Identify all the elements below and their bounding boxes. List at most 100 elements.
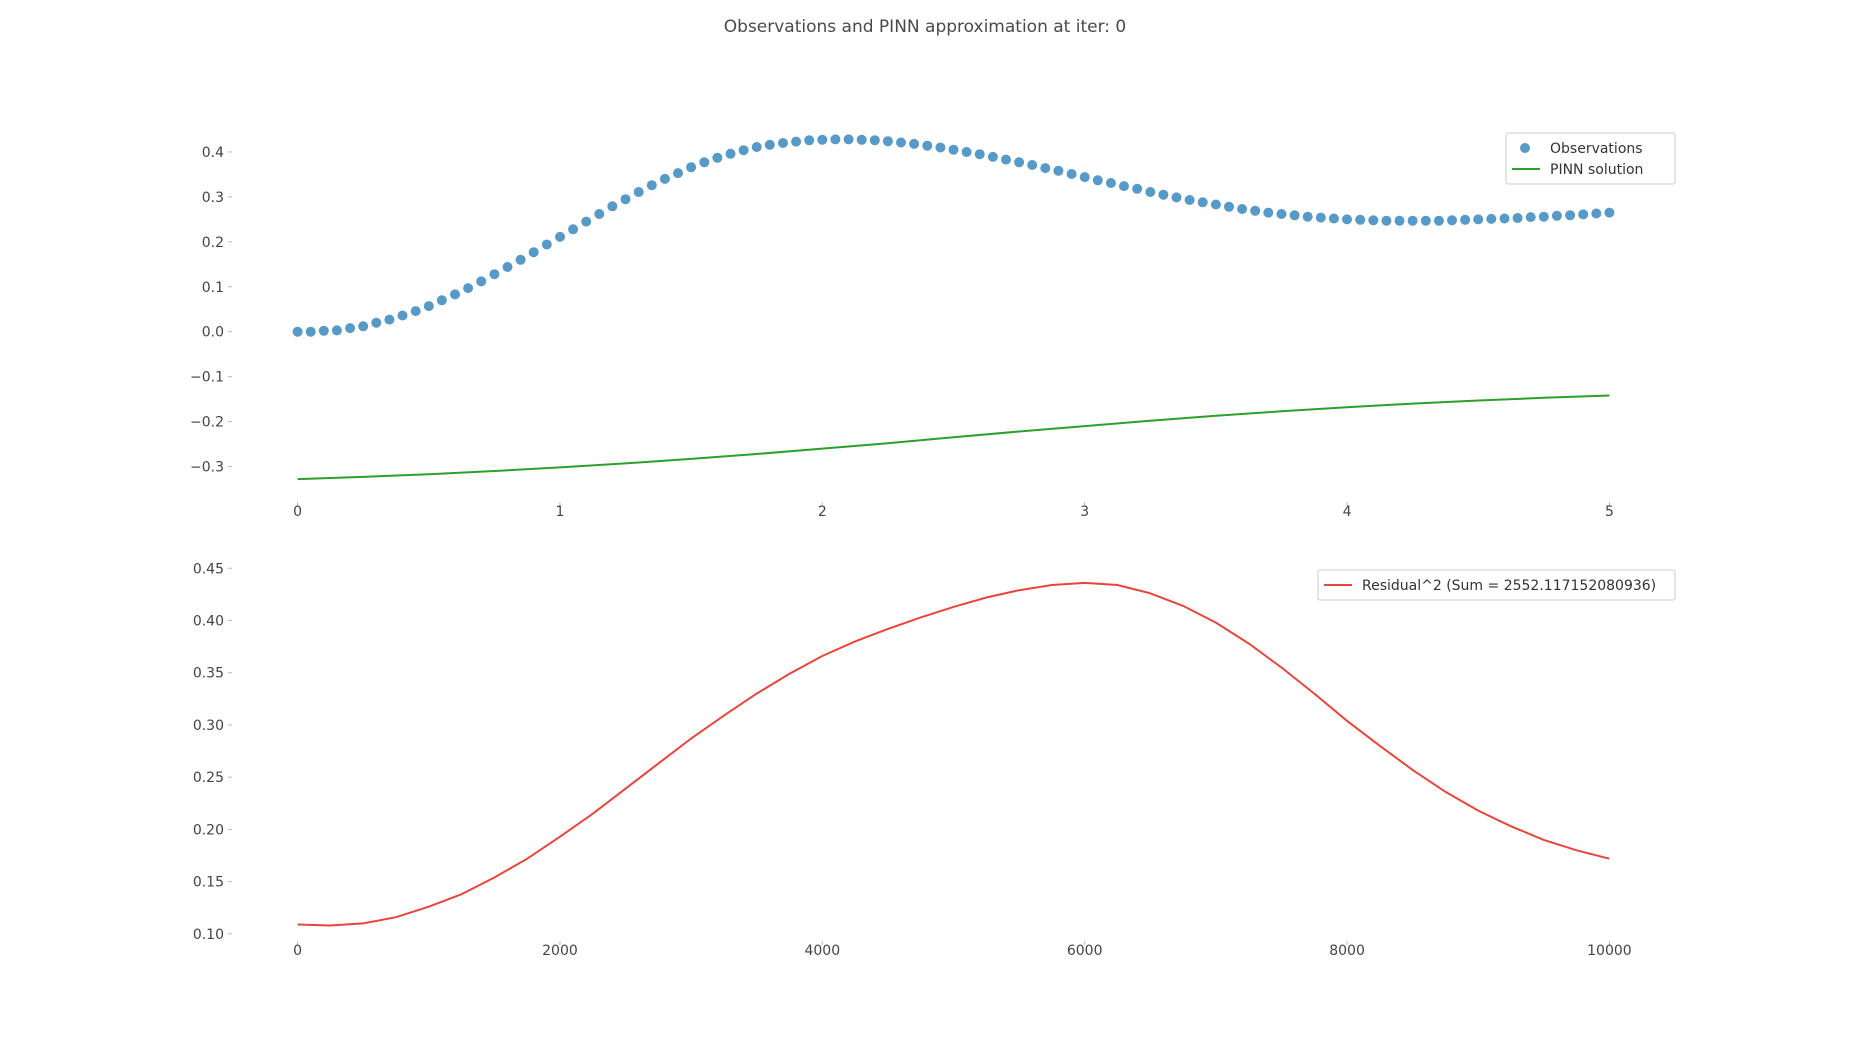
legend-label: Residual^2 (Sum = 2552.117152080936)	[1362, 578, 1656, 594]
y-tick-label: −0.1	[190, 370, 224, 386]
observation-point	[1197, 197, 1208, 208]
observation-point	[869, 135, 880, 146]
observation-point	[738, 145, 749, 156]
observation-point	[1604, 207, 1615, 218]
legend-box	[1317, 569, 1676, 601]
observation-point	[1250, 205, 1261, 216]
observation-point	[1119, 181, 1129, 192]
observation-point	[476, 276, 487, 287]
observation-point	[331, 325, 342, 336]
y-tick-label: 0.1	[202, 280, 224, 296]
observation-point	[646, 180, 657, 191]
observation-point	[1342, 214, 1352, 225]
observation-point	[1092, 175, 1103, 186]
legend-marker	[1520, 143, 1530, 153]
y-tick-label: 0.3	[202, 190, 224, 206]
observation-point	[1001, 154, 1011, 165]
observation-point	[541, 239, 552, 250]
figure-suptitle: Observations and PINN approximation at i…	[724, 17, 1126, 37]
observation-point	[1014, 157, 1025, 168]
observation-point	[896, 137, 906, 148]
observation-point	[948, 144, 959, 155]
observation-point	[856, 134, 867, 145]
observation-point	[1551, 210, 1562, 221]
x-tick-label: 2	[818, 504, 827, 520]
observation-point	[463, 283, 474, 294]
legend-box	[1505, 132, 1676, 185]
observation-point	[1315, 212, 1326, 223]
y-tick-label: 0.45	[193, 561, 224, 577]
observation-point	[935, 142, 946, 153]
observation-point	[725, 148, 736, 159]
observation-point	[1460, 214, 1471, 225]
observation-point	[712, 152, 723, 163]
y-tick-label: 0.15	[193, 875, 224, 891]
observation-point	[1027, 160, 1038, 170]
x-tick-label: 5	[1605, 504, 1614, 520]
observation-point	[371, 317, 382, 328]
observation-point	[489, 269, 500, 280]
x-tick-label: 4	[1343, 504, 1352, 520]
y-tick-label: 0.0	[202, 325, 224, 341]
observation-point	[1066, 169, 1077, 179]
observation-point	[1276, 209, 1287, 219]
y-tick-label: 0.30	[193, 718, 224, 734]
y-tick-label: 0.2	[202, 235, 224, 251]
observation-point	[1394, 215, 1405, 226]
observation-point	[305, 326, 316, 337]
observation-point	[778, 138, 788, 148]
x-tick-label: 8000	[1329, 943, 1365, 959]
observation-point	[791, 136, 802, 147]
observation-point	[1591, 208, 1602, 219]
observation-point	[1158, 189, 1169, 200]
observation-point	[1368, 215, 1379, 226]
x-tick-label: 2000	[542, 943, 578, 959]
observation-point	[686, 162, 697, 173]
y-tick-label: 0.40	[193, 613, 224, 629]
observation-point	[1381, 215, 1392, 226]
observation-point	[1420, 215, 1431, 226]
observation-point	[673, 168, 683, 179]
observation-point	[764, 139, 775, 150]
observation-point	[1486, 213, 1497, 224]
x-tick-label: 1	[555, 504, 564, 520]
observation-point	[1473, 214, 1484, 225]
observation-point	[397, 310, 408, 321]
top-chart: −0.3 −0.2 −0.1 0.0 0.1 0.2 0.3 0.4 0 1 2 3 4 5 Observa…	[190, 132, 1676, 520]
y-tick-label: 0.25	[193, 770, 224, 786]
observation-point	[594, 209, 605, 219]
observation-point	[1224, 201, 1234, 212]
observation-point	[1328, 213, 1339, 224]
y-tick-label: −0.2	[190, 415, 224, 431]
bottom-chart: 0.10 0.15 0.20 0.25 0.30 0.35 0.40 0.45 0 2000 400…	[193, 561, 1676, 959]
y-tick-label: 0.4	[202, 145, 224, 161]
series-line	[297, 581, 1610, 927]
y-tick-label: 0.20	[193, 822, 224, 838]
observation-point	[515, 254, 526, 265]
observation-point	[830, 134, 841, 145]
y-tick-label: 0.10	[193, 927, 224, 943]
observation-point	[1578, 209, 1589, 220]
observation-point	[882, 136, 893, 147]
y-tick-label: 0.35	[193, 666, 224, 682]
observation-point	[423, 301, 434, 312]
observation-point	[1525, 212, 1536, 223]
observation-point	[1105, 178, 1116, 188]
observation-point	[1565, 210, 1576, 221]
observation-point	[659, 173, 670, 184]
observation-point	[961, 147, 972, 157]
observation-point	[620, 194, 631, 205]
x-tick-label: 0	[293, 943, 302, 959]
observation-point	[974, 149, 985, 160]
legend-label: PINN solution	[1550, 162, 1643, 178]
observation-point	[987, 151, 998, 162]
observation-point	[528, 247, 539, 258]
observation-point	[1079, 172, 1090, 183]
observation-point	[1302, 211, 1313, 222]
observation-point	[1433, 215, 1444, 226]
observation-point	[1184, 195, 1195, 205]
observation-point	[318, 325, 329, 336]
legend-label: Observations	[1550, 141, 1643, 157]
observation-point	[581, 216, 592, 227]
